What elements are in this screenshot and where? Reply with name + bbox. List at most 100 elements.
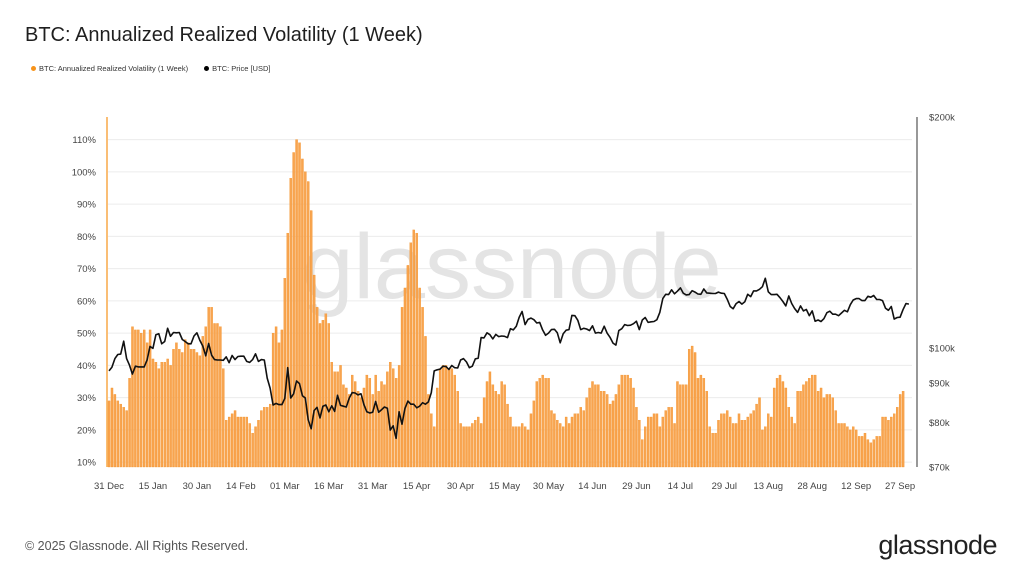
volatility-bar xyxy=(392,368,395,468)
x-tick-label: 29 Jul xyxy=(712,481,737,492)
volatility-bar xyxy=(702,378,706,468)
volatility-bar xyxy=(890,416,893,468)
volatility-bar xyxy=(216,323,219,468)
volatility-bar xyxy=(664,410,667,468)
volatility-bar xyxy=(263,407,266,468)
volatility-bar xyxy=(497,394,500,468)
x-tick-label: 27 Sep xyxy=(885,481,915,492)
volatility-bar xyxy=(556,420,559,468)
volatility-bar xyxy=(189,349,193,468)
volatility-bar xyxy=(811,374,814,468)
volatility-bar xyxy=(893,413,896,468)
volatility-bar xyxy=(304,171,307,468)
legend-item-price[interactable]: BTC: Price [USD] xyxy=(204,64,270,73)
x-tick-label: 13 Aug xyxy=(753,481,783,492)
left-tick-label: 80% xyxy=(77,232,97,243)
legend-label: BTC: Price [USD] xyxy=(212,64,271,73)
x-tick-label: 30 Jan xyxy=(183,481,212,492)
volatility-bar xyxy=(122,407,125,468)
volatility-bar xyxy=(860,436,864,468)
volatility-bar xyxy=(157,368,161,468)
volatility-bar xyxy=(802,384,805,468)
volatility-bar xyxy=(251,432,254,468)
volatility-bar xyxy=(242,416,246,468)
volatility-bar xyxy=(825,394,829,468)
volatility-bar xyxy=(813,374,817,468)
left-tick-label: 110% xyxy=(72,135,96,146)
volatility-bar xyxy=(198,355,202,468)
volatility-bar xyxy=(474,420,477,468)
volatility-bar xyxy=(784,387,788,468)
left-tick-label: 100% xyxy=(72,167,97,178)
volatility-bar xyxy=(506,403,509,468)
volatility-bar xyxy=(207,307,210,468)
volatility-bar xyxy=(186,342,190,468)
volatility-bar xyxy=(353,381,357,468)
volatility-bar xyxy=(356,391,360,468)
volatility-bar xyxy=(884,416,887,468)
volatility-bar xyxy=(758,397,761,468)
volatility-bar xyxy=(327,323,330,468)
left-tick-label: 50% xyxy=(77,329,97,340)
volatility-bar xyxy=(819,387,823,468)
volatility-bar xyxy=(494,391,498,468)
legend: BTC: Annualized Realized Volatility (1 W… xyxy=(31,64,270,73)
right-tick-label: $80k xyxy=(929,418,950,429)
volatility-bar xyxy=(324,313,328,468)
volatility-bar xyxy=(143,329,146,468)
volatility-bar xyxy=(248,423,251,468)
volatility-bar xyxy=(740,420,744,468)
volatility-bars xyxy=(107,139,905,468)
volatility-bar xyxy=(898,394,902,468)
volatility-bar xyxy=(617,384,621,468)
volatility-bar xyxy=(310,210,313,468)
volatility-bar xyxy=(705,391,708,468)
volatility-bar xyxy=(770,416,773,468)
x-tick-label: 30 May xyxy=(533,481,564,492)
volatility-bar xyxy=(573,413,577,468)
volatility-bar xyxy=(368,378,372,468)
right-axis-ticks: $70k $80k $90k $100k $200k xyxy=(929,113,955,474)
orange-dot-icon xyxy=(31,66,36,71)
volatility-bar xyxy=(767,413,770,468)
volatility-bar xyxy=(321,320,325,468)
volatility-bar xyxy=(532,400,536,468)
volatility-bar xyxy=(433,426,436,468)
volatility-bar xyxy=(588,387,591,468)
volatility-bar xyxy=(764,426,767,468)
volatility-bar xyxy=(515,426,518,468)
volatility-bar xyxy=(790,416,793,468)
volatility-bar xyxy=(295,139,298,468)
volatility-bar xyxy=(438,368,442,468)
volatility-bar xyxy=(260,410,263,468)
legend-item-volatility[interactable]: BTC: Annualized Realized Volatility (1 W… xyxy=(31,64,188,73)
volatility-bar xyxy=(479,423,483,468)
right-tick-label: $90k xyxy=(929,379,950,390)
left-axis-ticks: 10% 20% 30% 40% 50% 60% 70% 80% 90% 100% 110% xyxy=(72,135,97,469)
volatility-bar xyxy=(872,439,875,468)
volatility-bar xyxy=(726,410,729,468)
volatility-bar xyxy=(107,400,111,468)
volatility-bar xyxy=(582,410,585,468)
volatility-bar xyxy=(488,371,492,468)
x-tick-label: 14 Feb xyxy=(226,481,256,492)
volatility-bar xyxy=(359,397,363,468)
volatility-bar xyxy=(201,336,205,468)
volatility-bar xyxy=(576,413,580,468)
volatility-bar xyxy=(175,342,178,468)
volatility-bar xyxy=(840,423,843,468)
volatility-bar xyxy=(500,381,503,468)
volatility-bar xyxy=(793,423,796,468)
volatility-bar xyxy=(119,403,122,468)
volatility-bar xyxy=(547,378,550,468)
volatility-bar xyxy=(562,426,565,468)
volatility-bar xyxy=(459,423,462,468)
volatility-bar xyxy=(450,368,454,468)
volatility-bar xyxy=(849,429,852,468)
volatility-bar xyxy=(412,229,415,468)
volatility-bar xyxy=(523,426,527,468)
volatility-bar xyxy=(626,374,629,468)
x-tick-label: 29 Jun xyxy=(622,481,651,492)
volatility-bar xyxy=(837,423,840,468)
volatility-bar xyxy=(230,413,234,468)
